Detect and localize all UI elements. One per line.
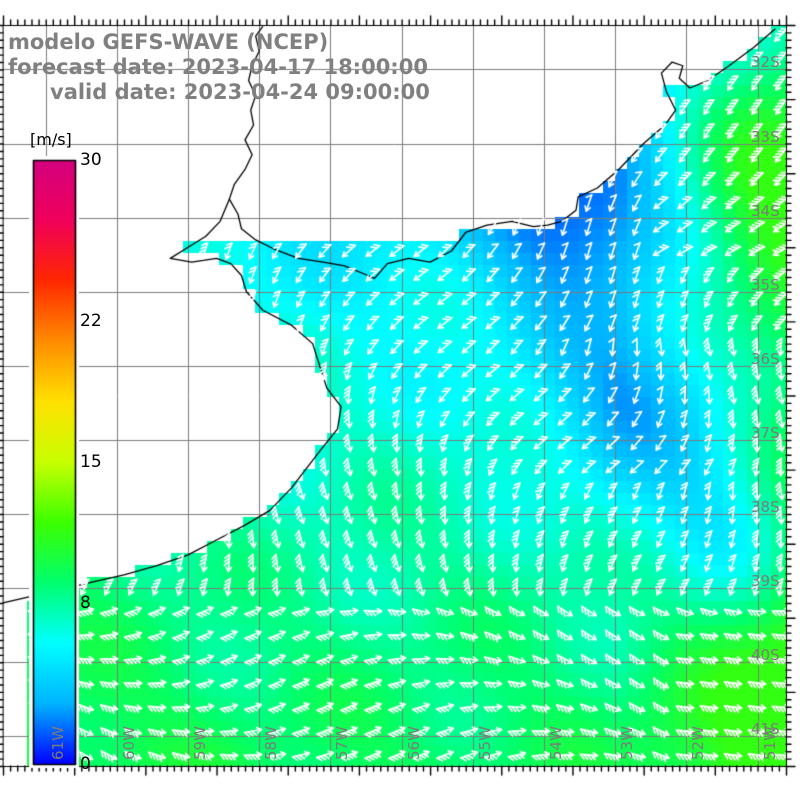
- lat-label-37S: 37S: [751, 423, 780, 442]
- lon-label-57W: 57W: [333, 726, 352, 760]
- lat-label-38S: 38S: [751, 498, 780, 517]
- model-title: modelo GEFS-WAVE (NCEP): [8, 30, 329, 54]
- lat-label-39S: 39S: [751, 572, 780, 591]
- lon-label-52W: 52W: [689, 726, 708, 760]
- lon-label-53W: 53W: [618, 726, 637, 760]
- valid-date: valid date: 2023-04-24 09:00:00: [50, 80, 430, 104]
- lat-label-40S: 40S: [751, 646, 780, 665]
- lon-label-56W: 56W: [404, 726, 423, 760]
- lon-label-59W: 59W: [191, 726, 210, 760]
- colorbar-tick-15: 15: [80, 452, 102, 472]
- lat-label-36S: 36S: [751, 349, 780, 368]
- lon-label-51W: 51W: [760, 726, 779, 760]
- lon-label-55W: 55W: [475, 726, 494, 760]
- lat-label-41S: 41S: [751, 720, 780, 739]
- colorbar-tick-30: 30: [80, 150, 102, 170]
- lon-label-54W: 54W: [546, 726, 565, 760]
- colorbar-tick-8: 8: [80, 592, 91, 613]
- lon-label-60W: 60W: [119, 726, 138, 760]
- lat-label-33S: 33S: [751, 127, 780, 146]
- colorbar-tick-0: 0: [80, 754, 91, 774]
- colorbar-tick-22: 22: [80, 311, 102, 332]
- lat-label-32S: 32S: [751, 53, 780, 72]
- lon-label-61W: 61W: [48, 726, 67, 760]
- lat-label-34S: 34S: [751, 201, 780, 220]
- forecast-date: forecast date: 2023-04-17 18:00:00: [8, 55, 428, 79]
- colorbar-unit-label: [m/s]: [30, 130, 72, 149]
- lon-label-58W: 58W: [262, 726, 281, 760]
- title-block: modelo GEFS-WAVE (NCEP) forecast date: 2…: [8, 30, 430, 105]
- lat-label-35S: 35S: [751, 275, 780, 294]
